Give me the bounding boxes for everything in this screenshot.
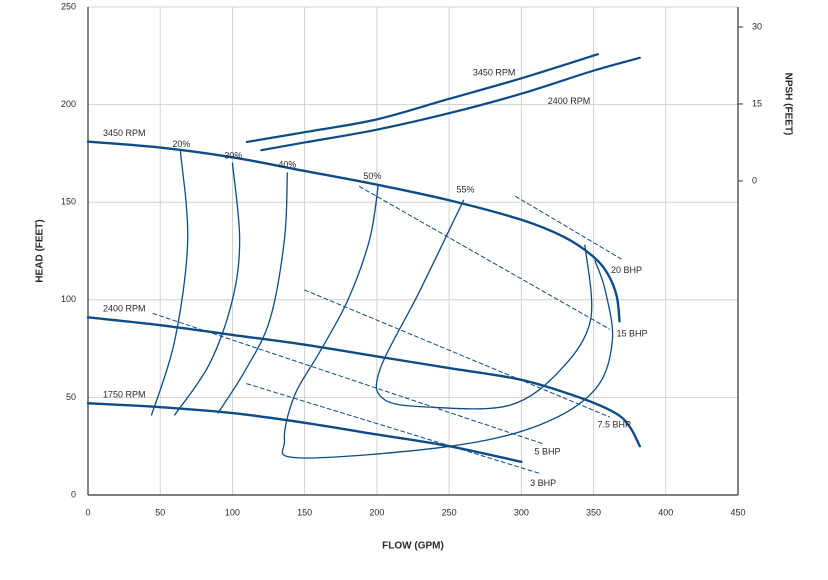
y2-tick-label: 15 xyxy=(752,98,762,108)
series-label: 30% xyxy=(224,151,242,161)
y-axis-title: HEAD (FEET) xyxy=(35,219,46,282)
y2-tick-label: 30 xyxy=(752,21,762,31)
series-line xyxy=(217,172,288,414)
series-line xyxy=(86,140,621,323)
series-line xyxy=(359,186,610,330)
x-tick-label: 0 xyxy=(85,507,90,517)
x-tick-label: 350 xyxy=(586,507,601,517)
y-tick-label: 200 xyxy=(61,99,76,109)
x-tick-label: 200 xyxy=(369,507,384,517)
x-tick-label: 50 xyxy=(155,507,165,517)
y2-tick-label: 0 xyxy=(752,175,757,185)
series-line xyxy=(150,150,189,416)
series-label: 15 BHP xyxy=(616,328,647,338)
series-line xyxy=(515,195,622,260)
series-label: 7.5 BHP xyxy=(597,419,631,429)
series-label: 2400 RPM xyxy=(548,96,591,106)
series-line xyxy=(86,316,641,448)
series-line xyxy=(260,56,641,152)
x-tick-label: 250 xyxy=(442,507,457,517)
series-line xyxy=(174,162,241,416)
series-label: 20% xyxy=(172,139,190,149)
y-tick-label: 50 xyxy=(66,392,76,402)
series-line xyxy=(245,53,599,144)
series-label: 5 BHP xyxy=(534,447,560,457)
x-tick-label: 300 xyxy=(514,507,529,517)
x-tick-label: 400 xyxy=(658,507,673,517)
series-label: 3450 RPM xyxy=(473,68,516,78)
series-label: 20 BHP xyxy=(611,265,642,275)
series-line xyxy=(281,183,614,459)
y-tick-label: 250 xyxy=(61,1,76,11)
series-line xyxy=(375,199,593,410)
series-label: 3 BHP xyxy=(530,478,556,488)
series-label: 2400 RPM xyxy=(103,304,146,314)
y2-axis-title: NPSH (FEET) xyxy=(782,73,793,136)
series-label: 50% xyxy=(363,171,381,181)
y-tick-label: 100 xyxy=(61,294,76,304)
series-label: 40% xyxy=(278,159,296,169)
x-tick-label: 100 xyxy=(225,507,240,517)
series-label: 1750 RPM xyxy=(103,390,146,400)
series-line xyxy=(152,312,545,445)
series-label: 3450 RPM xyxy=(103,128,146,138)
x-axis-title: FLOW (GPM) xyxy=(382,541,444,552)
x-tick-label: 450 xyxy=(730,507,745,517)
series-label: 55% xyxy=(457,185,475,195)
y-tick-label: 150 xyxy=(61,197,76,207)
x-tick-label: 150 xyxy=(297,507,312,517)
series-line xyxy=(304,289,610,418)
y-tick-label: 0 xyxy=(71,489,76,499)
